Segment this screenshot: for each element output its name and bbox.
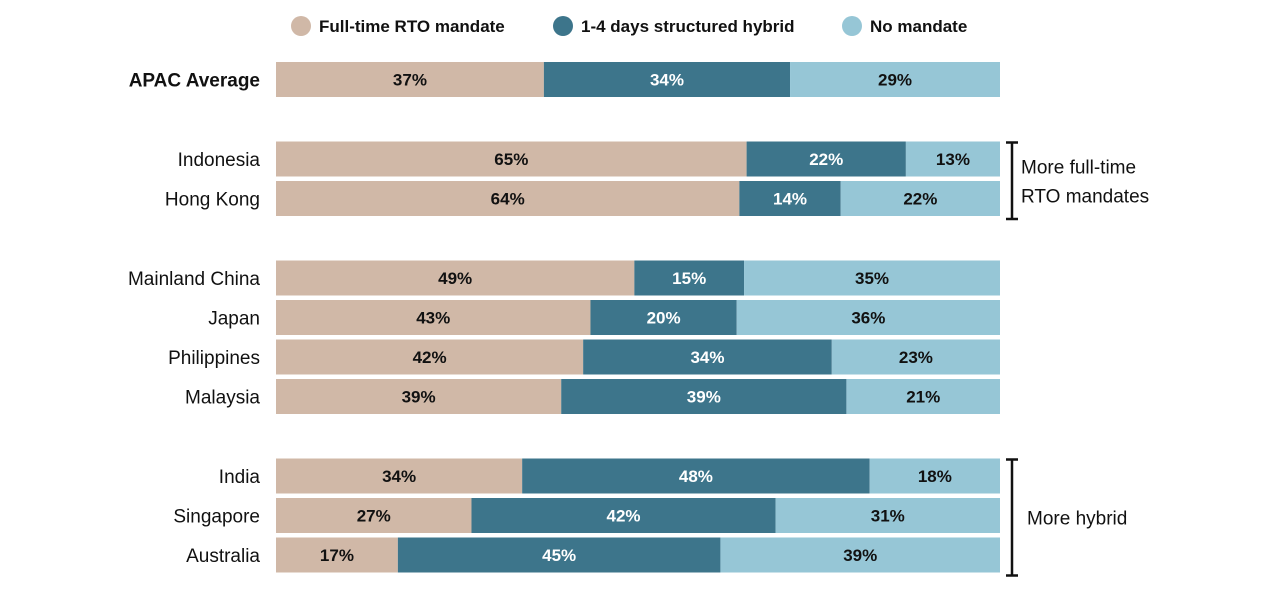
bar-segment-indonesia-full-time-rto-mandate — [276, 141, 747, 177]
annotation-text-1-0: More hybrid — [1027, 509, 1127, 530]
value-label-australia-no-mandate: 39% — [843, 546, 877, 565]
category-label-malaysia: Malaysia — [185, 388, 260, 409]
bar-row-japan: Japan 43% 20% 36% — [208, 300, 1000, 335]
value-label-mainland-china-1-4-days-structured-hybrid: 15% — [672, 269, 706, 288]
value-label-hong-kong-1-4-days-structured-hybrid: 14% — [773, 190, 807, 209]
category-label-philippines: Philippines — [168, 348, 260, 369]
bar-row-malaysia: Malaysia 39% 39% 21% — [185, 379, 1000, 414]
bar-segment-australia-no-mandate — [720, 537, 1000, 573]
value-label-hong-kong-no-mandate: 22% — [903, 190, 937, 209]
bar-segment-hong-kong-full-time-rto-mandate — [276, 181, 740, 216]
annotation-text-0-0: More full-time — [1021, 157, 1136, 178]
value-label-india-full-time-rto-mandate: 34% — [382, 467, 416, 486]
legend-swatch-no-mandate — [842, 16, 862, 36]
bar-segment-australia-full-time-rto-mandate — [276, 537, 398, 573]
bar-segment-mainland-china-full-time-rto-mandate — [276, 260, 635, 296]
bar-row-india: India 34% 48% 18% — [219, 458, 1000, 494]
bar-segment-hong-kong-no-mandate — [840, 181, 1000, 216]
value-label-india-1-4-days-structured-hybrid: 48% — [679, 467, 713, 486]
annotations: More full-time RTO mandates More hybrid — [1006, 141, 1149, 577]
bar-row-indonesia: Indonesia 65% 22% 13% — [178, 141, 1000, 177]
bar-row-hong-kong: Hong Kong 64% 14% 22% — [165, 181, 1000, 216]
bar-segment-japan-1-4-days-structured-hybrid — [590, 300, 737, 335]
value-label-philippines-full-time-rto-mandate: 42% — [413, 348, 447, 367]
value-label-hong-kong-full-time-rto-mandate: 64% — [491, 190, 525, 209]
category-label-australia: Australia — [186, 546, 260, 567]
bar-segment-indonesia-1-4-days-structured-hybrid — [746, 141, 906, 177]
legend-label-no-mandate: No mandate — [870, 17, 967, 36]
bar-row-apac-average: APAC Average 37% 34% 29% — [129, 62, 1000, 97]
bar-segment-mainland-china-no-mandate — [744, 260, 1000, 296]
category-label-apac-average: APAC Average — [129, 71, 260, 92]
bar-row-singapore: Singapore 27% 42% 31% — [173, 498, 1000, 533]
bar-segment-australia-1-4-days-structured-hybrid — [397, 537, 721, 573]
bar-segment-singapore-1-4-days-structured-hybrid — [471, 498, 776, 533]
bar-segment-philippines-1-4-days-structured-hybrid — [583, 339, 832, 375]
value-label-australia-full-time-rto-mandate: 17% — [320, 546, 354, 565]
value-label-mainland-china-no-mandate: 35% — [855, 269, 889, 288]
bar-segment-apac-average-no-mandate — [790, 62, 1000, 97]
value-label-singapore-no-mandate: 31% — [871, 507, 905, 526]
bar-row-philippines: Philippines 42% 34% 23% — [168, 339, 1000, 375]
category-label-singapore: Singapore — [173, 507, 260, 528]
bar-segment-apac-average-full-time-rto-mandate — [276, 62, 544, 97]
annotation-1: More hybrid — [1006, 458, 1127, 577]
value-label-mainland-china-full-time-rto-mandate: 49% — [438, 269, 472, 288]
bar-segment-hong-kong-1-4-days-structured-hybrid — [739, 181, 841, 216]
value-label-indonesia-full-time-rto-mandate: 65% — [494, 150, 528, 169]
bar-segment-india-no-mandate — [869, 458, 1000, 494]
value-label-india-no-mandate: 18% — [918, 467, 952, 486]
bar-segment-india-full-time-rto-mandate — [276, 458, 523, 494]
value-label-australia-1-4-days-structured-hybrid: 45% — [542, 546, 576, 565]
bar-segment-malaysia-full-time-rto-mandate — [276, 379, 562, 414]
value-label-japan-full-time-rto-mandate: 43% — [416, 309, 450, 328]
annotation-text-0-1: RTO mandates — [1021, 186, 1149, 207]
legend-swatch-1-4-days-structured-hybrid — [553, 16, 573, 36]
bar-segment-mainland-china-1-4-days-structured-hybrid — [634, 260, 745, 296]
bar-segment-apac-average-1-4-days-structured-hybrid — [543, 62, 791, 97]
bar-segment-malaysia-no-mandate — [846, 379, 1000, 414]
value-label-singapore-full-time-rto-mandate: 27% — [357, 507, 391, 526]
bar-segment-india-1-4-days-structured-hybrid — [522, 458, 870, 494]
value-label-japan-no-mandate: 36% — [851, 309, 885, 328]
bar-row-mainland-china: Mainland China 49% 15% 35% — [128, 260, 1000, 296]
category-label-indonesia: Indonesia — [178, 150, 261, 171]
value-label-philippines-no-mandate: 23% — [899, 348, 933, 367]
annotation-0: More full-time RTO mandates — [1006, 141, 1149, 221]
bars: APAC Average 37% 34% 29% Indonesia 65% 22% 13% H… — [128, 62, 1000, 573]
value-label-apac-average-full-time-rto-mandate: 37% — [393, 71, 427, 90]
value-label-singapore-1-4-days-structured-hybrid: 42% — [607, 507, 641, 526]
bar-row-australia: Australia 17% 45% 39% — [186, 537, 1000, 573]
bar-segment-singapore-full-time-rto-mandate — [276, 498, 472, 533]
bar-segment-indonesia-no-mandate — [905, 141, 1000, 177]
value-label-apac-average-no-mandate: 29% — [878, 71, 912, 90]
value-label-malaysia-full-time-rto-mandate: 39% — [402, 388, 436, 407]
legend-label-full-time-rto-mandate: Full-time RTO mandate — [319, 17, 505, 36]
legend: Full-time RTO mandate 1-4 days structured… — [291, 16, 967, 36]
value-label-malaysia-1-4-days-structured-hybrid: 39% — [687, 388, 721, 407]
category-label-india: India — [219, 467, 261, 488]
bar-segment-philippines-full-time-rto-mandate — [276, 339, 584, 375]
value-label-malaysia-no-mandate: 21% — [906, 388, 940, 407]
legend-swatch-full-time-rto-mandate — [291, 16, 311, 36]
value-label-indonesia-no-mandate: 13% — [936, 150, 970, 169]
category-label-hong-kong: Hong Kong — [165, 190, 260, 211]
category-label-japan: Japan — [208, 309, 260, 330]
bar-segment-malaysia-1-4-days-structured-hybrid — [561, 379, 847, 414]
bar-segment-japan-no-mandate — [736, 300, 1000, 335]
value-label-apac-average-1-4-days-structured-hybrid: 34% — [650, 71, 684, 90]
legend-label-1-4-days-structured-hybrid: 1-4 days structured hybrid — [581, 17, 795, 36]
category-label-mainland-china: Mainland China — [128, 269, 260, 290]
value-label-japan-1-4-days-structured-hybrid: 20% — [647, 309, 681, 328]
bar-segment-philippines-no-mandate — [831, 339, 1000, 375]
bar-segment-japan-full-time-rto-mandate — [276, 300, 591, 335]
value-label-indonesia-1-4-days-structured-hybrid: 22% — [809, 150, 843, 169]
value-label-philippines-1-4-days-structured-hybrid: 34% — [690, 348, 724, 367]
bar-segment-singapore-no-mandate — [775, 498, 1000, 533]
